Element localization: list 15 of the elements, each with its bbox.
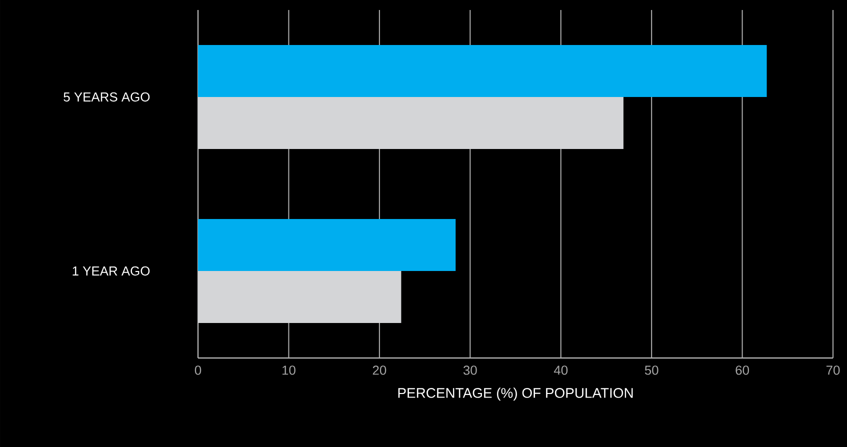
x-tick-label: 70: [826, 366, 840, 375]
x-tick-label: 40: [554, 366, 568, 375]
x-tick-label: 0: [194, 366, 202, 375]
bar: [198, 218, 456, 271]
bar: [198, 270, 402, 323]
x-tick-label: 20: [372, 366, 386, 375]
x-tick-label: 10: [282, 366, 296, 375]
y-tick-label: 1 YEAR AGO: [72, 266, 150, 276]
x-axis-title: PERCENTAGE (%) OF POPULATION: [398, 388, 633, 401]
x-tick-label: 60: [736, 366, 749, 375]
x-tick-label: 50: [644, 366, 658, 375]
y-tick-label: 5 YEARS AGO: [64, 92, 150, 102]
bar: [198, 44, 767, 97]
x-tick-label: 30: [463, 366, 477, 375]
bar: [198, 96, 624, 149]
